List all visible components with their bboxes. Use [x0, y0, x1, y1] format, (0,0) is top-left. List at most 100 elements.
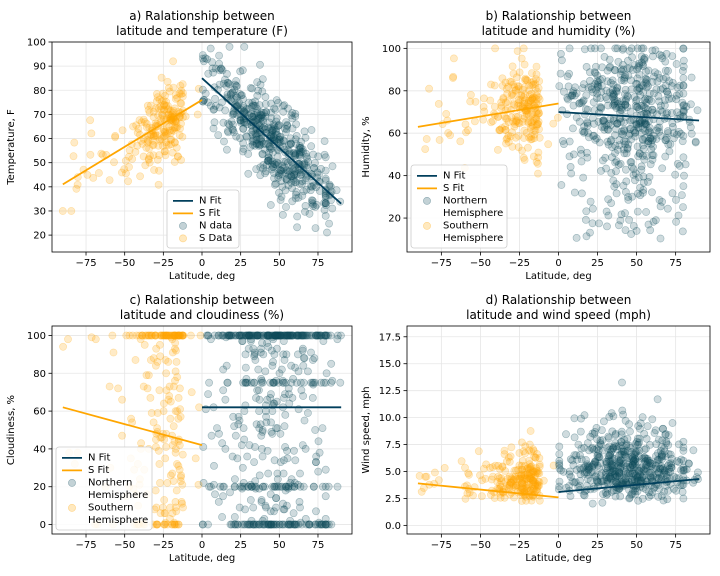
north-point: [580, 80, 588, 89]
north-point: [650, 72, 658, 81]
north-point: [322, 369, 331, 378]
north-point: [641, 53, 649, 62]
north-point: [628, 453, 637, 462]
south-point: [434, 476, 443, 485]
north-point: [225, 331, 234, 340]
north-point: [636, 91, 645, 99]
south-point: [162, 102, 170, 110]
north-point: [241, 363, 250, 372]
south-point: [528, 467, 537, 476]
north-point: [292, 139, 301, 148]
north-point: [272, 424, 280, 432]
north-point: [592, 423, 601, 432]
south-point: [511, 481, 520, 490]
north-point: [215, 59, 223, 68]
south-point: [142, 143, 151, 152]
north-point: [623, 469, 632, 478]
north-point: [607, 474, 615, 483]
north-point: [598, 498, 607, 507]
south-point: [535, 125, 543, 134]
north-point: [645, 469, 654, 477]
north-point: [630, 459, 639, 468]
north-point: [578, 84, 587, 92]
north-point: [656, 447, 665, 455]
south-point: [157, 73, 166, 82]
north-point: [252, 132, 261, 141]
south-point: [505, 457, 514, 466]
north-point: [272, 520, 281, 529]
north-point: [584, 466, 593, 474]
north-point: [282, 482, 291, 491]
north-point: [300, 331, 309, 340]
north-point: [627, 158, 636, 166]
north-point: [281, 331, 290, 340]
north-point: [213, 424, 221, 432]
north-point: [594, 83, 603, 91]
north-point: [621, 416, 630, 425]
legend-label: S Data: [199, 233, 232, 244]
north-point: [257, 108, 266, 117]
north-point: [668, 189, 677, 198]
south-point: [526, 135, 535, 144]
north-point: [269, 169, 278, 177]
north-point: [235, 331, 244, 340]
north-point: [575, 99, 583, 108]
north-point: [654, 492, 663, 501]
south-point: [125, 146, 134, 155]
north-point: [269, 520, 278, 529]
chart-title-line: latitude and humidity (%): [482, 24, 636, 38]
north-point: [267, 520, 276, 529]
north-point: [613, 97, 622, 106]
south-point: [525, 446, 533, 455]
north-point: [593, 80, 602, 89]
south-point: [171, 117, 180, 125]
south-point: [149, 141, 158, 150]
north-point: [255, 140, 264, 149]
north-point: [267, 346, 276, 355]
south-point: [495, 474, 504, 483]
north-point: [267, 126, 276, 135]
north-point: [277, 170, 286, 178]
north-point: [278, 182, 287, 191]
north-point: [236, 116, 245, 125]
north-point: [576, 464, 584, 472]
north-point: [590, 119, 598, 128]
north-point: [253, 129, 262, 138]
south-point: [133, 141, 142, 150]
north-point: [230, 482, 239, 491]
north-point: [283, 446, 291, 455]
south-point: [153, 520, 161, 529]
south-point: [171, 520, 180, 529]
north-point: [287, 361, 296, 370]
north-point: [275, 135, 284, 144]
south-point: [133, 128, 142, 137]
north-point: [617, 103, 626, 112]
north-point: [284, 520, 292, 529]
north-point: [634, 473, 643, 481]
south-point: [520, 83, 529, 92]
north-point: [658, 436, 667, 445]
y-tick-label: 40: [388, 171, 401, 182]
north-point: [597, 82, 606, 90]
north-point: [620, 73, 629, 82]
south-point: [163, 478, 172, 487]
south-point: [148, 136, 157, 145]
north-point: [627, 76, 635, 85]
south-point: [175, 465, 184, 474]
north-point: [629, 457, 638, 465]
north-point: [675, 81, 684, 90]
north-point: [593, 461, 602, 470]
north-point: [279, 137, 288, 146]
south-point: [527, 472, 536, 481]
north-point: [251, 477, 260, 485]
north-point: [633, 103, 641, 111]
north-point: [298, 331, 307, 340]
north-point: [229, 110, 238, 119]
south-point: [164, 331, 173, 340]
south-point: [529, 476, 538, 485]
south-point: [177, 86, 186, 95]
south-point: [533, 110, 542, 119]
north-point: [279, 505, 288, 514]
north-point: [267, 144, 276, 153]
